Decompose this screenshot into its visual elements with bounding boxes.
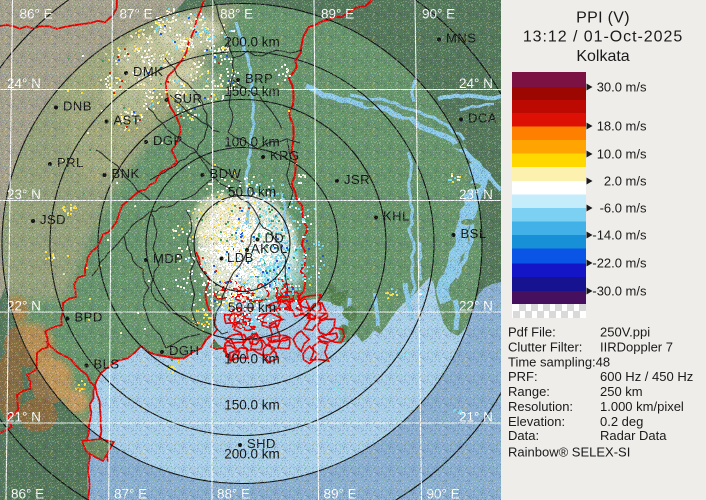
svg-text:Data:: Data: bbox=[508, 428, 539, 443]
svg-text:Elevation:: Elevation: bbox=[508, 414, 565, 429]
svg-text:m/s: m/s bbox=[626, 201, 647, 216]
svg-text:m/s: m/s bbox=[626, 119, 647, 134]
svg-text:Range:: Range: bbox=[508, 384, 550, 399]
svg-text:m/s: m/s bbox=[626, 228, 647, 243]
svg-text:IIRDoppler 7: IIRDoppler 7 bbox=[600, 340, 673, 355]
svg-text:Pdf File:: Pdf File: bbox=[508, 325, 556, 340]
svg-text:m/s: m/s bbox=[626, 147, 647, 162]
svg-text:10.0: 10.0 bbox=[597, 147, 622, 162]
svg-text:-14.0: -14.0 bbox=[592, 228, 622, 243]
svg-text:Resolution:: Resolution: bbox=[508, 399, 573, 414]
svg-text:0.2 deg: 0.2 deg bbox=[600, 414, 643, 429]
svg-text:600 Hz / 450 Hz: 600 Hz / 450 Hz bbox=[600, 369, 693, 384]
svg-text:Clutter Filter:: Clutter Filter: bbox=[508, 340, 582, 355]
svg-text:m/s: m/s bbox=[626, 80, 647, 95]
svg-text:PRF:: PRF: bbox=[508, 369, 538, 384]
svg-text:Radar Data: Radar Data bbox=[600, 428, 667, 443]
svg-text:-30.0: -30.0 bbox=[592, 284, 622, 299]
svg-text:250V.ppi: 250V.ppi bbox=[600, 325, 650, 340]
svg-text:Rainbow® SELEX-SI: Rainbow® SELEX-SI bbox=[508, 445, 630, 460]
svg-text:-6.0: -6.0 bbox=[600, 201, 622, 216]
svg-text:m/s: m/s bbox=[626, 174, 647, 189]
svg-text:-22.0: -22.0 bbox=[592, 256, 622, 271]
svg-text:2.0: 2.0 bbox=[604, 174, 622, 189]
svg-text:250 km: 250 km bbox=[600, 384, 643, 399]
svg-text:m/s: m/s bbox=[626, 256, 647, 271]
svg-text:m/s: m/s bbox=[626, 284, 647, 299]
svg-text:Time sampling:48: Time sampling:48 bbox=[508, 355, 610, 370]
svg-text:18.0: 18.0 bbox=[597, 119, 622, 134]
svg-text:Kolkata: Kolkata bbox=[576, 48, 629, 65]
svg-text:13:12 / 01-Oct-2025: 13:12 / 01-Oct-2025 bbox=[523, 29, 683, 46]
svg-text:30.0: 30.0 bbox=[597, 80, 622, 95]
svg-text:PPI (V): PPI (V) bbox=[576, 10, 630, 27]
svg-text:1.000 km/pixel: 1.000 km/pixel bbox=[600, 399, 684, 414]
